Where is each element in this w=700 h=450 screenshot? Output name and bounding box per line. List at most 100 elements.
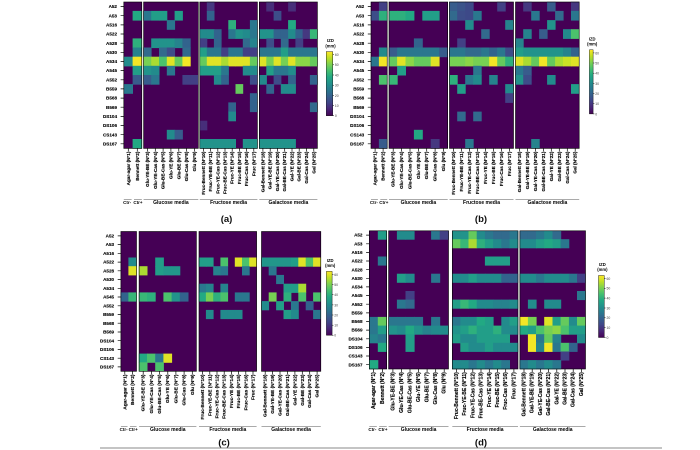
svg-text:Agar-agar (N°1): Agar-agar (N°1): [122, 374, 128, 410]
svg-text:Ctr-: Ctr-: [368, 427, 376, 432]
svg-text:Glu-BE-Cas (N°5): Glu-BE-Cas (N°5): [408, 372, 414, 413]
svg-text:A52: A52: [354, 233, 363, 238]
svg-text:Fruc-Cas (N°16): Fruc-Cas (N°16): [499, 151, 504, 186]
svg-text:Gal-YE-Cas (N°20): Gal-YE-Cas (N°20): [275, 151, 280, 191]
svg-text:Ctr+: Ctr+: [378, 427, 387, 432]
svg-text:Gal-Cas (N°24): Gal-Cas (N°24): [304, 151, 309, 183]
svg-text:Glu-YE-BE (N°3): Glu-YE-BE (N°3): [390, 372, 396, 411]
svg-text:40: 40: [334, 293, 338, 297]
svg-text:(mm): (mm): [597, 267, 608, 272]
svg-text:Fruc-BE (N°15): Fruc-BE (N°15): [236, 374, 242, 408]
svg-text:Glu (N°9): Glu (N°9): [441, 151, 446, 171]
svg-text:Gal (N°25): Gal (N°25): [311, 151, 316, 173]
svg-text:Ctr+: Ctr+: [129, 427, 138, 432]
svg-text:CS143: CS143: [350, 132, 364, 137]
svg-text:30: 30: [334, 303, 338, 307]
svg-text:Gal (N°25): Gal (N°25): [573, 151, 578, 173]
svg-text:Gal-BE-Cas (N°21): Gal-BE-Cas (N°21): [541, 151, 546, 191]
svg-text:Gal-YE-BE (N°19): Gal-YE-BE (N°19): [268, 151, 273, 189]
svg-text:A522: A522: [353, 32, 364, 37]
svg-text:Galactose media: Galactose media: [533, 427, 573, 433]
svg-text:B559: B559: [352, 311, 363, 316]
svg-text:0: 0: [595, 112, 597, 116]
svg-text:Agar-agar (N°1): Agar-agar (N°1): [126, 151, 131, 185]
svg-text:40: 40: [595, 72, 599, 76]
svg-text:Ctr+: Ctr+: [133, 200, 142, 205]
svg-text:B569: B569: [103, 330, 114, 335]
svg-text:40: 40: [335, 73, 339, 77]
svg-text:Fruc-Bennett (N°10): Fruc-Bennett (N°10): [451, 151, 456, 195]
svg-text:Galactose media: Galactose media: [269, 200, 309, 206]
svg-text:(c): (c): [218, 437, 230, 448]
svg-text:Gal-YE-Cas (N°20): Gal-YE-Cas (N°20): [533, 151, 538, 191]
svg-text:Gal-Cas (N°24): Gal-Cas (N°24): [307, 374, 313, 408]
svg-text:Gal-Bennett (N°18): Gal-Bennett (N°18): [522, 372, 528, 417]
svg-text:Glu-BE (N°7): Glu-BE (N°7): [173, 374, 179, 403]
svg-text:A52: A52: [106, 234, 115, 239]
svg-text:Bennett (N°2): Bennett (N°2): [381, 151, 386, 181]
svg-text:10: 10: [607, 326, 611, 330]
svg-text:30: 30: [335, 84, 339, 88]
svg-text:A534: A534: [106, 59, 117, 64]
svg-text:DS106: DS106: [350, 123, 364, 128]
svg-text:Gal-YE-BE (N°19): Gal-YE-BE (N°19): [525, 151, 530, 189]
svg-text:Fructose media: Fructose media: [463, 200, 500, 206]
svg-text:CS143: CS143: [103, 132, 117, 137]
svg-text:Fruc-Bennett (N°10): Fruc-Bennett (N°10): [454, 372, 460, 419]
svg-text:Glucose media: Glucose media: [150, 427, 186, 433]
svg-text:Fructose media: Fructose media: [210, 200, 247, 206]
svg-text:A528: A528: [352, 267, 363, 272]
svg-text:Glu (N°9): Glu (N°9): [442, 372, 448, 394]
svg-text:Glu-YE-Cas (N°4): Glu-YE-Cas (N°4): [153, 151, 158, 189]
svg-text:Ctr+: Ctr+: [379, 200, 388, 205]
svg-text:Fructose media: Fructose media: [209, 427, 246, 433]
svg-text:Glu-BE-Cas (N°5): Glu-BE-Cas (N°5): [408, 151, 413, 189]
svg-text:Fructose media: Fructose media: [467, 427, 504, 433]
svg-text:Glu (N°9): Glu (N°9): [192, 151, 197, 171]
svg-text:20: 20: [607, 316, 611, 320]
svg-text:Glu-YE-Cas (N°4): Glu-YE-Cas (N°4): [399, 372, 405, 413]
svg-text:A545: A545: [352, 293, 363, 298]
svg-text:DS106: DS106: [103, 123, 117, 128]
svg-text:(d): (d): [475, 437, 487, 448]
svg-text:Gal (N°25): Gal (N°25): [315, 374, 321, 397]
svg-text:DS167: DS167: [103, 141, 117, 146]
svg-text:B568: B568: [103, 321, 114, 326]
svg-text:A516: A516: [353, 23, 364, 28]
svg-text:Gal-Cas (N°24): Gal-Cas (N°24): [571, 372, 577, 407]
svg-text:Gal (N°25): Gal (N°25): [579, 372, 585, 396]
svg-text:Bennett (N°2): Bennett (N°2): [380, 372, 386, 404]
svg-text:Glu-BE-Cas (N°5): Glu-BE-Cas (N°5): [161, 151, 166, 189]
svg-text:Fruc-BE-Cas (N°13): Fruc-BE-Cas (N°13): [222, 374, 228, 419]
svg-text:A534: A534: [352, 285, 363, 290]
svg-text:20: 20: [595, 92, 599, 96]
svg-text:10: 10: [335, 104, 339, 108]
svg-text:DS106: DS106: [100, 347, 114, 352]
svg-text:IZD: IZD: [327, 258, 334, 263]
svg-text:DS167: DS167: [100, 365, 114, 370]
svg-text:Glu-Cas (N°8): Glu-Cas (N°8): [433, 372, 439, 405]
svg-text:B568: B568: [353, 96, 364, 101]
svg-text:Galactose media: Galactose media: [271, 427, 311, 433]
svg-text:Fruc-YE-Cas (N°12): Fruc-YE-Cas (N°12): [215, 151, 220, 194]
svg-text:Glucose media: Glucose media: [401, 200, 437, 206]
svg-text:Fruc-Cas (N°16): Fruc-Cas (N°16): [243, 374, 249, 410]
svg-text:Glu-YE-BE (N°3): Glu-YE-BE (N°3): [141, 374, 147, 411]
svg-text:Glu-YE-BE (N°3): Glu-YE-BE (N°3): [145, 151, 150, 187]
svg-text:A522: A522: [106, 32, 117, 37]
svg-text:Fruc-Cas (N°16): Fruc-Cas (N°16): [503, 372, 509, 410]
svg-text:Gal-YE (N°22): Gal-YE (N°22): [549, 151, 554, 181]
svg-text:(b): (b): [475, 214, 487, 225]
svg-text:Fruc (N°17): Fruc (N°17): [251, 151, 256, 176]
svg-text:Gal-YE (N°22): Gal-YE (N°22): [292, 374, 298, 405]
svg-text:IZD: IZD: [599, 262, 606, 267]
svg-text:A52: A52: [109, 4, 118, 9]
svg-text:30: 30: [595, 82, 599, 86]
svg-text:Fruc-YE-BE (N°11): Fruc-YE-BE (N°11): [462, 372, 468, 416]
svg-text:A53: A53: [354, 241, 363, 246]
svg-text:A530: A530: [353, 50, 364, 55]
svg-text:A534: A534: [353, 59, 364, 64]
svg-text:Fruc-BE-Cas (N°13): Fruc-BE-Cas (N°13): [475, 151, 480, 194]
svg-text:Glu-YE (N°6): Glu-YE (N°6): [416, 151, 421, 179]
svg-text:Fruc-Cas (N°16): Fruc-Cas (N°16): [244, 151, 249, 186]
